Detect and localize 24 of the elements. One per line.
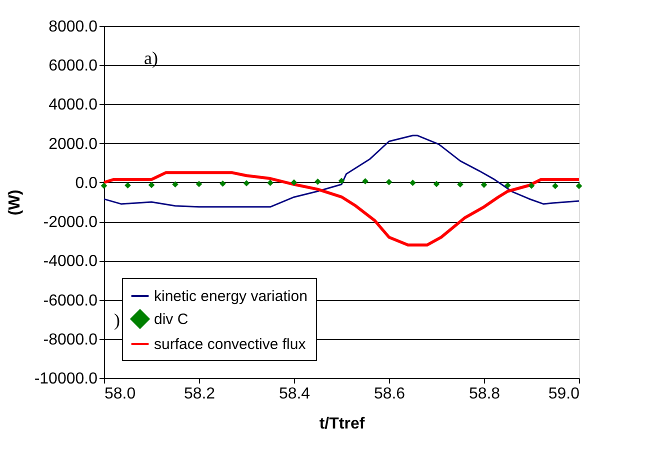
y-tick-label: -2000.0 [43,214,98,232]
x-tick-label: 58.6 [374,386,406,402]
y-tick-label: -8000.0 [43,331,98,348]
y-axis-title: (W) [6,190,24,216]
legend-label: div C [154,311,188,328]
annotation: a) [144,48,158,68]
y-tick-label: -4000.0 [43,253,98,270]
x-tick-label: 58.2 [184,386,216,402]
y-tick-label: -10000.0 [34,370,98,388]
y-tick-label: 0.0 [75,174,98,192]
annotation: ) [114,310,120,330]
x-tick-label: 58.0 [104,386,136,402]
x-tick-label: 58.4 [278,386,310,402]
x-axis-title: t/Ttref [319,416,366,432]
legend-label: kinetic energy variation [154,288,308,305]
line-series [103,134,580,208]
y-tick-label: 8000.0 [48,18,98,36]
y-tick-label: -6000.0 [43,292,98,310]
x-tick-label: 59.0 [548,386,580,402]
y-tick-label: 2000.0 [48,136,98,153]
x-tick-label: 58.8 [468,386,500,402]
legend-label: surface convective flux [154,336,306,353]
y-tick-label: 4000.0 [48,96,98,114]
y-tick-label: 6000.0 [48,58,98,75]
